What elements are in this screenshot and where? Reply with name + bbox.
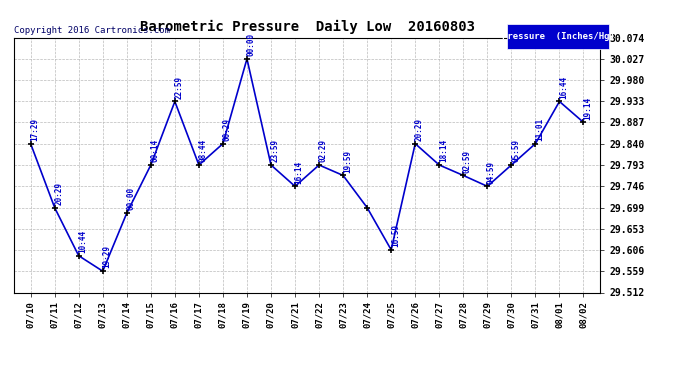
Text: 10:44: 10:44 — [79, 230, 88, 253]
Text: 18:14: 18:14 — [439, 139, 448, 162]
Text: Copyright 2016 Cartronics.com: Copyright 2016 Cartronics.com — [14, 26, 170, 35]
Text: 19:14: 19:14 — [583, 96, 592, 120]
Text: 22:59: 22:59 — [175, 76, 184, 99]
Title: Barometric Pressure  Daily Low  20160803: Barometric Pressure Daily Low 20160803 — [139, 20, 475, 33]
Text: 00:00: 00:00 — [126, 187, 135, 210]
Text: 23:59: 23:59 — [270, 139, 279, 162]
Text: 20:29: 20:29 — [415, 118, 424, 141]
Text: 05:59: 05:59 — [511, 139, 520, 162]
Text: Pressure  (Inches/Hg): Pressure (Inches/Hg) — [502, 32, 615, 41]
Text: 02:59: 02:59 — [463, 150, 472, 172]
Text: 00:00: 00:00 — [246, 33, 255, 56]
Text: 17:29: 17:29 — [30, 118, 39, 141]
Text: 02:29: 02:29 — [319, 139, 328, 162]
Text: 00:29: 00:29 — [223, 118, 232, 141]
Text: 20:29: 20:29 — [55, 182, 63, 205]
Text: 19:29: 19:29 — [102, 245, 111, 268]
Text: 19:59: 19:59 — [343, 150, 352, 172]
Text: 11:01: 11:01 — [535, 118, 544, 141]
Text: 08:44: 08:44 — [199, 139, 208, 162]
Text: 16:14: 16:14 — [295, 160, 304, 183]
Text: 04:59: 04:59 — [487, 160, 496, 183]
Text: 16:44: 16:44 — [559, 76, 568, 99]
Text: 00:14: 00:14 — [150, 139, 159, 162]
Text: 16:59: 16:59 — [391, 224, 400, 247]
